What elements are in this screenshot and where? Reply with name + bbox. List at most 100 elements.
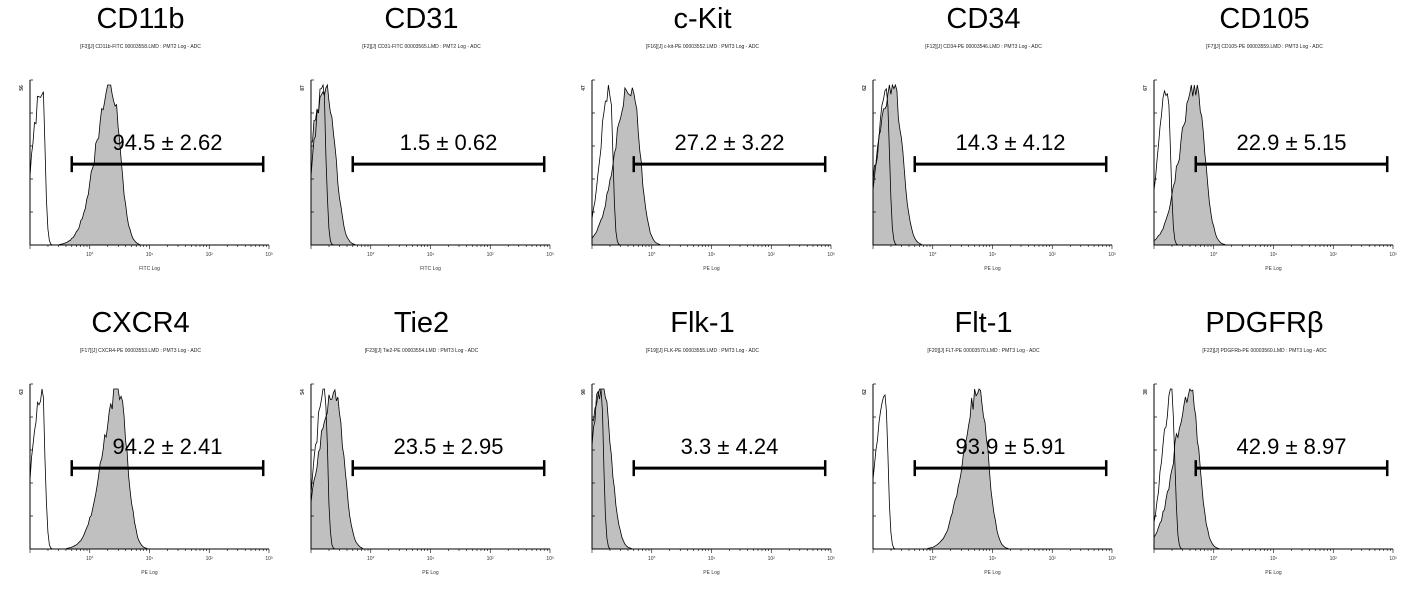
x-axis-title: FITC Log xyxy=(420,266,441,272)
x-tick-label: 10³ xyxy=(1389,556,1397,562)
x-tick-label: 10² xyxy=(1049,252,1057,258)
x-tick-label: 10³ xyxy=(1389,252,1397,258)
x-tick-label: 10° xyxy=(86,252,94,258)
x-axis-title: PE Log xyxy=(703,266,720,272)
histogram-panel: Flt-1 [F20][J] FLT-PE 00003570.LMD : PMT3… xyxy=(843,304,1124,608)
histogram-panel: Flk-1 [F19][J] FLK-PE 00003555.LMD : PMT3… xyxy=(562,304,843,608)
y-max-label: 62 xyxy=(862,389,868,395)
x-tick-label: 10¹ xyxy=(427,252,435,258)
file-label: [F3][J] CD11b-FITC 00003558.LMD : PMT2 L… xyxy=(80,44,201,50)
y-max-label: 63 xyxy=(19,389,25,395)
marker-title: CD105 xyxy=(1219,3,1310,35)
gate-value-label: 94.5 ± 2.62 xyxy=(113,130,223,155)
histogram-panel: CD11b [F3][J] CD11b-FITC 00003558.LMD : P… xyxy=(0,0,281,304)
marker-title: Flt-1 xyxy=(954,307,1013,339)
gate-value-label: 27.2 ± 3.22 xyxy=(675,130,785,155)
histogram-panel: CD31 [F2][J] CD31-FITC 00003565.LMD : PMT… xyxy=(281,0,562,304)
histogram-panel: CD105 [F7][J] CD105-PE 00003559.LMD : PMT… xyxy=(1124,0,1403,304)
histogram-panel: c-Kit [F16][J] c-kit-PE 00003552.LMD : PM… xyxy=(562,0,843,304)
histogram-panel: Tie2 [F23][J] Tie2-PE 00003554.LMD : PMT3… xyxy=(281,304,562,608)
histogram-plot: 67 10° 10¹ 10² 10³ PE Log 22.9 ± 5.15 xyxy=(1143,79,1397,272)
x-tick-label: 10² xyxy=(768,252,776,258)
marker-title: Tie2 xyxy=(393,307,450,339)
x-axis-title: PE Log xyxy=(703,570,720,576)
gate-marker xyxy=(1194,460,1389,477)
x-tick-label: 10¹ xyxy=(146,556,154,562)
gate-marker xyxy=(913,156,1108,173)
histogram-plot: 47 10° 10¹ 10² 10³ PE Log 27.2 ± 3.22 xyxy=(581,79,835,272)
y-max-label: 38 xyxy=(1143,389,1149,395)
x-tick-label: 10² xyxy=(1330,556,1338,562)
gate-marker xyxy=(70,460,265,477)
gate-marker xyxy=(913,460,1108,477)
control-histogram xyxy=(29,91,269,246)
histogram-plot: 54 10° 10¹ 10² 10³ PE Log 23.5 ± 2.95 xyxy=(300,383,554,576)
x-tick-label: 10³ xyxy=(1108,556,1116,562)
file-label: [F16][J] c-kit-PE 00003552.LMD : PMT3 Lo… xyxy=(645,44,760,50)
x-axis-title: PE Log xyxy=(1265,570,1282,576)
histogram-plot: 63 10° 10¹ 10² 10³ PE Log 94.2 ± 2.41 xyxy=(19,383,273,576)
marker-title: PDGFRβ xyxy=(1205,307,1324,339)
y-max-label: 67 xyxy=(1143,85,1149,91)
gate-value-label: 3.3 ± 4.24 xyxy=(681,434,779,459)
x-axis-title: PE Log xyxy=(1265,266,1282,272)
x-tick-label: 10° xyxy=(929,556,937,562)
x-tick-label: 10² xyxy=(487,556,495,562)
histogram-panel: CD34 [F12][J] CD34-PE 00003546.LMD : PMT3… xyxy=(843,0,1124,304)
x-tick-label: 10° xyxy=(367,252,375,258)
gate-marker xyxy=(70,156,265,173)
file-label: [F22][J] PDGFRb-PE 00003560.LMD : PMT3 L… xyxy=(1202,348,1327,354)
gate-value-label: 23.5 ± 2.95 xyxy=(394,434,504,459)
x-tick-label: 10° xyxy=(929,252,937,258)
marker-title: c-Kit xyxy=(673,3,732,35)
y-max-label: 47 xyxy=(581,85,587,91)
gate-value-label: 22.9 ± 5.15 xyxy=(1237,130,1347,155)
x-tick-label: 10° xyxy=(367,556,375,562)
x-tick-label: 10° xyxy=(648,556,656,562)
file-label: [F17][J] CXCR4-PE 00003553.LMD : PMT3 Lo… xyxy=(80,348,201,354)
x-tick-label: 10¹ xyxy=(708,252,716,258)
histogram-plot: 87 10° 10¹ 10² 10³ FITC Log 1.5 ± 0.62 xyxy=(300,79,554,272)
histogram-plot: 62 10° 10¹ 10² 10³ PE Log 14.3 ± 4.12 xyxy=(862,79,1116,272)
x-tick-label: 10¹ xyxy=(146,252,154,258)
gate-value-label: 94.2 ± 2.41 xyxy=(113,434,223,459)
x-tick-label: 10¹ xyxy=(989,556,997,562)
histogram-panel: PDGFRβ [F22][J] PDGFRb-PE 00003560.LMD : … xyxy=(1124,304,1403,608)
x-axis-title: PE Log xyxy=(141,570,158,576)
x-tick-label: 10³ xyxy=(546,252,554,258)
y-max-label: 98 xyxy=(581,389,587,395)
gate-value-label: 1.5 ± 0.62 xyxy=(400,130,498,155)
marker-title: CD34 xyxy=(946,3,1021,35)
x-tick-label: 10¹ xyxy=(1270,556,1278,562)
histogram-panel: CXCR4 [F17][J] CXCR4-PE 00003553.LMD : PM… xyxy=(0,304,281,608)
file-label: [F7][J] CD105-PE 00003559.LMD : PMT3 Log… xyxy=(1206,44,1323,50)
x-tick-label: 10¹ xyxy=(708,556,716,562)
file-label: [F20][J] FLT-PE 00003570.LMD : PMT3 Log … xyxy=(927,348,1040,354)
x-tick-label: 10³ xyxy=(827,556,835,562)
x-tick-label: 10² xyxy=(1049,556,1057,562)
x-tick-label: 10¹ xyxy=(427,556,435,562)
histogram-plot: 62 10° 10¹ 10² 10³ PE Log 93.9 ± 5.91 xyxy=(862,383,1116,576)
gate-marker xyxy=(351,156,546,173)
x-tick-label: 10³ xyxy=(265,556,273,562)
gate-value-label: 93.9 ± 5.91 xyxy=(956,434,1066,459)
x-tick-label: 10² xyxy=(206,252,214,258)
x-tick-label: 10° xyxy=(648,252,656,258)
file-label: [F2][J] CD31-FITC 00003565.LMD : PMT2 Lo… xyxy=(362,44,481,50)
file-label: [F12][J] CD34-PE 00003546.LMD : PMT3 Log… xyxy=(925,44,1042,50)
y-max-label: 56 xyxy=(19,85,25,91)
x-tick-label: 10² xyxy=(768,556,776,562)
gate-value-label: 14.3 ± 4.12 xyxy=(956,130,1066,155)
marker-title: CD31 xyxy=(384,3,459,35)
gate-marker xyxy=(632,460,827,477)
histogram-plot: 38 10° 10¹ 10² 10³ PE Log 42.9 ± 8.97 xyxy=(1143,383,1397,576)
gate-marker xyxy=(632,156,827,173)
x-tick-label: 10³ xyxy=(546,556,554,562)
file-label: [F19][J] FLK-PE 00003555.LMD : PMT3 Log … xyxy=(645,348,760,354)
marker-title: Flk-1 xyxy=(670,307,735,339)
x-tick-label: 10° xyxy=(86,556,94,562)
marker-title: CXCR4 xyxy=(91,307,190,339)
histogram-plot: 98 10° 10¹ 10² 10³ PE Log 3.3 ± 4.24 xyxy=(581,383,835,576)
x-tick-label: 10¹ xyxy=(989,252,997,258)
stained-histogram xyxy=(591,86,831,246)
